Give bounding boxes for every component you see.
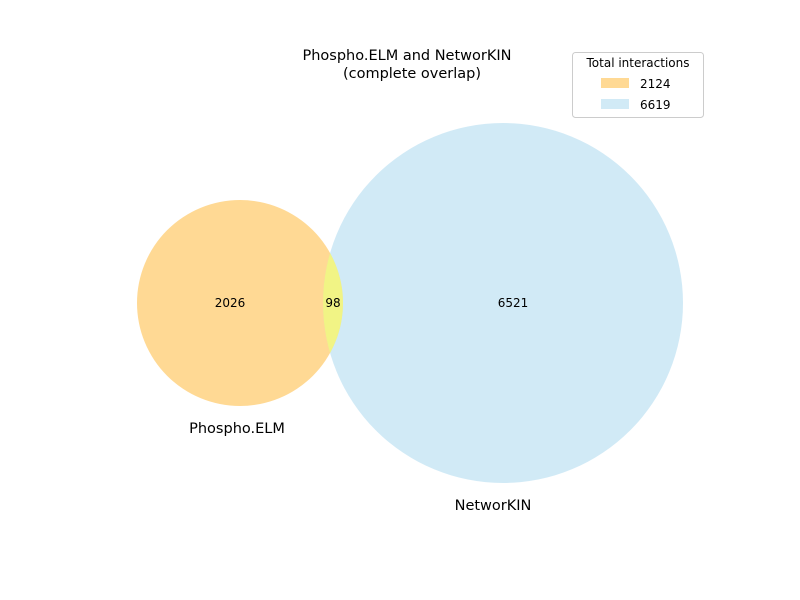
legend-title: Total interactions — [586, 56, 690, 70]
chart-title-line-2: (complete overlap) — [343, 66, 481, 82]
region-count-intersection: 98 — [325, 296, 340, 310]
set-label-phospho-elm: Phospho.ELM — [189, 421, 285, 437]
set-label-networkin: NetworKIN — [455, 498, 532, 514]
legend-swatch-6619 — [601, 99, 629, 109]
venn-circle-phospho-elm — [137, 200, 343, 406]
legend-label-2124: 2124 — [640, 77, 671, 91]
legend: Total interactions 2124 6619 — [572, 52, 704, 118]
venn-circle-networkin — [323, 123, 683, 483]
chart-title-line-1: Phospho.ELM and NetworKIN — [302, 48, 511, 64]
legend-swatch-2124 — [601, 78, 629, 88]
legend-label-6619: 6619 — [640, 98, 671, 112]
region-count-phospho-elm-only: 2026 — [215, 296, 246, 310]
region-count-networkin-only: 6521 — [498, 296, 529, 310]
